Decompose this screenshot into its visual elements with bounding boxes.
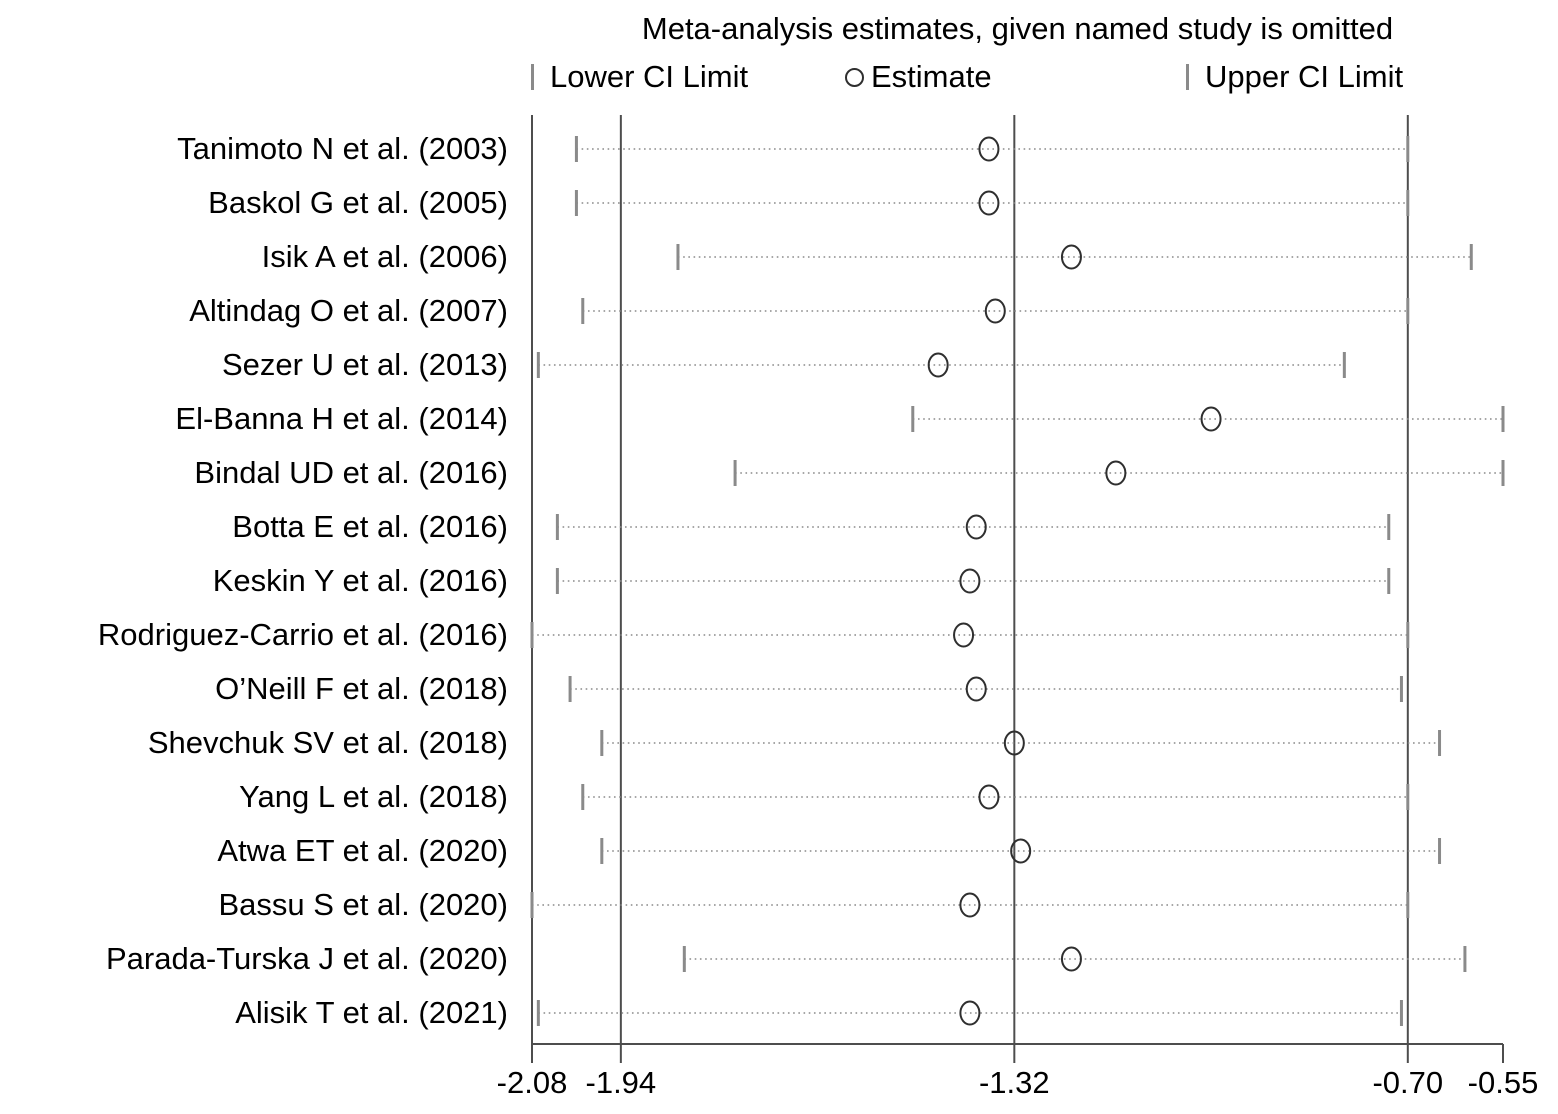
study-label: Shevchuk SV et al. (2018)	[147, 725, 508, 760]
study-label: O’Neill F et al. (2018)	[215, 671, 508, 706]
x-tick-label: -1.94	[585, 1065, 657, 1100]
estimate-marker	[1060, 946, 1082, 972]
x-tick-label: -2.08	[496, 1065, 568, 1100]
estimate-marker	[984, 298, 1006, 324]
estimate-marker	[1105, 460, 1127, 486]
legend-label-upper: Upper CI Limit	[1205, 59, 1404, 94]
study-label: Bassu S et al. (2020)	[218, 887, 509, 922]
estimate-marker	[927, 352, 949, 378]
estimate-marker	[959, 892, 981, 918]
study-label: Isik A et al. (2006)	[261, 239, 508, 274]
estimate-marker	[978, 190, 1000, 216]
estimate-marker	[965, 514, 987, 540]
estimate-marker	[1010, 838, 1032, 864]
estimate-marker	[965, 676, 987, 702]
legend-label-lower: Lower CI Limit	[550, 59, 749, 94]
estimate-circle-icon	[845, 67, 864, 87]
study-label: Alisik T et al. (2021)	[235, 995, 508, 1030]
study-label: Yang L et al. (2018)	[239, 779, 508, 814]
legend-item-lower: Lower CI Limit	[531, 58, 748, 96]
estimate-marker	[1003, 730, 1025, 756]
x-tick-label: -1.32	[978, 1065, 1050, 1100]
study-label: Botta E et al. (2016)	[232, 509, 508, 544]
study-label: Parada-Turska J et al. (2020)	[105, 941, 508, 976]
legend-item-estimate: Estimate	[845, 58, 992, 96]
study-label: Sezer U et al. (2013)	[221, 347, 508, 382]
estimate-marker	[1060, 244, 1082, 270]
study-label: Tanimoto N et al. (2003)	[177, 131, 508, 166]
study-label: El-Banna H et al. (2014)	[175, 401, 508, 436]
estimate-marker	[959, 1000, 981, 1026]
x-tick-label: -0.70	[1372, 1065, 1444, 1100]
estimate-marker	[953, 622, 975, 648]
study-label: Bindal UD et al. (2016)	[194, 455, 508, 490]
estimate-marker	[978, 784, 1000, 810]
upper-ci-bar-icon	[1186, 64, 1189, 90]
study-label: Baskol G et al. (2005)	[208, 185, 508, 220]
chart-title: Meta-analysis estimates, given named stu…	[641, 11, 1394, 46]
chart-legend: Lower CI Limit Estimate Upper CI Limit	[0, 58, 1558, 96]
study-label: Keskin Y et al. (2016)	[212, 563, 508, 598]
lower-ci-bar-icon	[531, 64, 534, 90]
legend-label-estimate: Estimate	[871, 59, 992, 94]
study-label: Rodriguez-Carrio et al. (2016)	[97, 617, 508, 652]
study-label: Altindag O et al. (2007)	[189, 293, 508, 328]
legend-item-upper: Upper CI Limit	[1186, 58, 1403, 96]
study-label: Atwa ET et al. (2020)	[217, 833, 508, 868]
estimate-marker	[959, 568, 981, 594]
estimate-marker	[978, 136, 1000, 162]
x-tick-label: -0.55	[1467, 1065, 1539, 1100]
estimate-marker	[1200, 406, 1222, 432]
